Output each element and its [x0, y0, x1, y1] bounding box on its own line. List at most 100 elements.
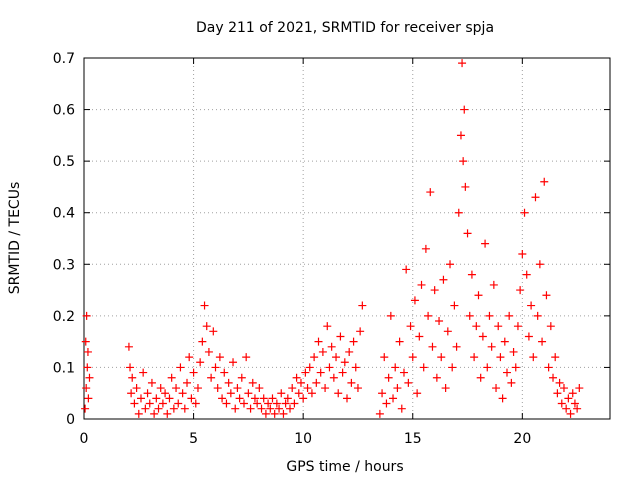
data-point [303, 384, 312, 393]
y-tick-label: 0.5 [53, 154, 75, 170]
data-point [255, 384, 264, 393]
data-point [178, 389, 187, 398]
data-point [283, 394, 292, 403]
data-point [290, 399, 299, 408]
y-tick-label: 0.6 [53, 103, 75, 119]
data-point [152, 394, 161, 403]
data-point [281, 399, 290, 408]
data-point [220, 368, 229, 377]
y-tick-label: 0.2 [53, 309, 75, 325]
data-point [85, 373, 94, 382]
data-point [432, 373, 441, 382]
data-point [82, 311, 91, 320]
data-point [207, 373, 216, 382]
data-points [81, 59, 584, 418]
data-point [211, 363, 220, 372]
data-point [226, 389, 235, 398]
data-point [345, 347, 354, 356]
grid [84, 58, 610, 419]
data-point [467, 270, 476, 279]
data-point [145, 399, 154, 408]
data-point [318, 347, 327, 356]
data-point [356, 327, 365, 336]
data-point [489, 280, 498, 289]
data-point [294, 389, 303, 398]
data-point [435, 317, 444, 326]
data-point [551, 353, 560, 362]
data-point [275, 404, 284, 413]
data-point [134, 409, 143, 418]
data-point [165, 394, 174, 403]
data-point [463, 229, 472, 238]
data-point [81, 404, 90, 413]
data-point [183, 378, 192, 387]
data-point [557, 399, 566, 408]
data-point [470, 353, 479, 362]
data-point [520, 208, 529, 217]
data-point [307, 389, 316, 398]
data-point [382, 399, 391, 408]
x-tick-label: 0 [80, 431, 89, 447]
data-point [391, 363, 400, 372]
data-point [266, 404, 275, 413]
data-point [239, 399, 248, 408]
data-point [516, 286, 525, 295]
data-point [524, 332, 533, 341]
data-point [428, 342, 437, 351]
data-point [540, 177, 549, 186]
x-tick-label: 10 [294, 431, 312, 447]
data-point [492, 384, 501, 393]
data-point [250, 394, 259, 403]
data-point [421, 244, 430, 253]
data-point [500, 337, 509, 346]
data-point [209, 327, 218, 336]
data-point [443, 327, 452, 336]
plot-frame [83, 57, 611, 420]
data-point [187, 394, 196, 403]
x-axis-label: GPS time / hours [286, 459, 403, 475]
data-point [167, 373, 176, 382]
data-point [128, 373, 137, 382]
data-point [566, 409, 575, 418]
data-point [437, 353, 446, 362]
data-point [253, 399, 262, 408]
x-tick-label: 5 [189, 431, 198, 447]
data-point [555, 378, 564, 387]
data-point [279, 409, 288, 418]
data-point [277, 389, 286, 398]
data-point [242, 353, 251, 362]
data-point [349, 337, 358, 346]
data-point [575, 384, 584, 393]
data-point [327, 342, 336, 351]
data-point [180, 404, 189, 413]
data-point [460, 105, 469, 114]
data-point [527, 301, 536, 310]
data-point [570, 399, 579, 408]
data-point [124, 342, 133, 351]
data-point [450, 301, 459, 310]
data-point [235, 394, 244, 403]
data-point [459, 157, 468, 166]
data-point [132, 384, 141, 393]
data-point [564, 394, 573, 403]
data-point [419, 363, 428, 372]
data-point [198, 337, 207, 346]
data-point [141, 404, 150, 413]
data-point [417, 280, 426, 289]
data-point [461, 182, 470, 191]
data-point [270, 409, 279, 418]
data-point [340, 358, 349, 367]
data-point [544, 363, 553, 372]
data-point [83, 347, 92, 356]
data-point [316, 368, 325, 377]
data-point [292, 373, 301, 382]
data-point [408, 353, 417, 362]
data-point [325, 363, 334, 372]
data-point [196, 358, 205, 367]
data-point [185, 353, 194, 362]
data-point [130, 399, 139, 408]
data-point [139, 368, 148, 377]
data-point [505, 311, 514, 320]
data-point [334, 389, 343, 398]
data-point [358, 301, 367, 310]
